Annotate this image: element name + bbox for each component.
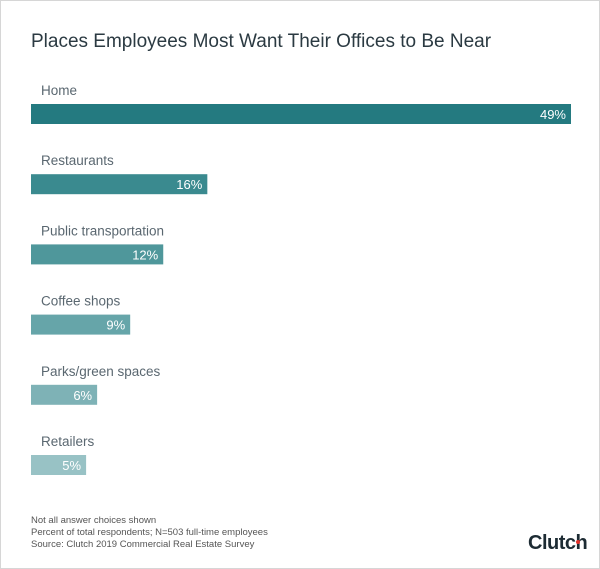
bar-chart: Home 49% Restaurants 16% Public transportati…: [31, 83, 571, 475]
value-label: 6%: [73, 388, 92, 403]
bar: [31, 104, 571, 124]
footnote: Not all answer choices shown: [31, 515, 157, 526]
bar: [31, 174, 208, 195]
value-label: 12%: [132, 247, 158, 262]
footnote: Source: Clutch 2019 Commercial Real Esta…: [31, 539, 255, 550]
category-label: Home: [41, 83, 77, 98]
logo-text: Clutch: [528, 532, 588, 554]
category-label: Coffee shops: [41, 294, 121, 309]
value-label: 16%: [176, 177, 202, 192]
logo-dot-icon: [576, 540, 581, 544]
footnotes: Not all answer choices shown Percent of …: [31, 515, 268, 551]
value-label: 49%: [540, 107, 566, 122]
value-label: 5%: [62, 458, 81, 473]
bar: [31, 455, 87, 475]
category-label: Public transportation: [41, 223, 164, 238]
category-label: Parks/green spaces: [41, 364, 161, 379]
value-label: 9%: [106, 318, 125, 333]
bar: [31, 314, 131, 335]
bar: [31, 244, 164, 265]
bar: [31, 384, 98, 405]
footnote: Percent of total respondents; N=503 full…: [31, 527, 268, 538]
category-label: Restaurants: [41, 153, 114, 168]
category-label: Retailers: [41, 434, 95, 449]
clutch-logo: Clutch: [528, 532, 588, 555]
chart-title: Places Employees Most Want Their Offices…: [31, 31, 492, 52]
